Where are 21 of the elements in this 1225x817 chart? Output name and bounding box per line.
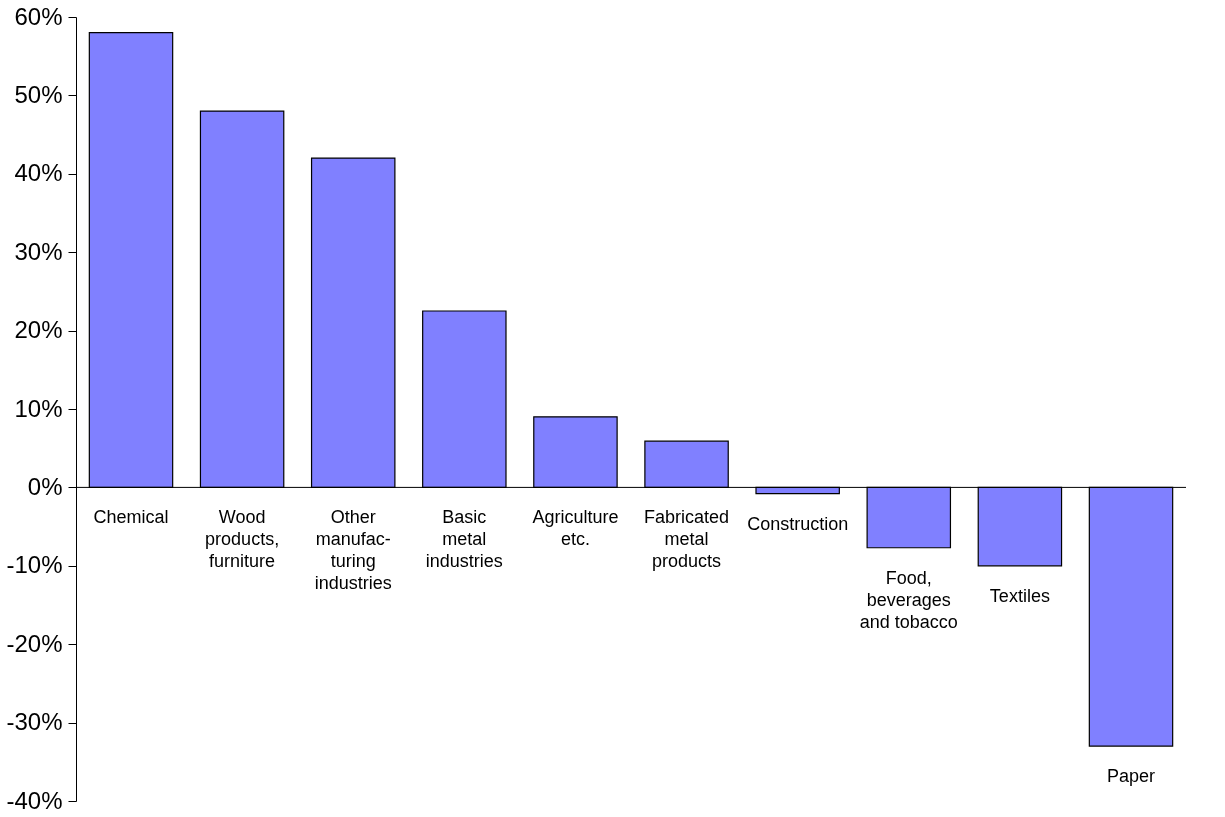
- y-tick-label: 40%: [14, 159, 63, 187]
- y-tick-label: -20%: [6, 629, 63, 657]
- x-tick-label: Other manufac- turing industries: [314, 507, 392, 594]
- y-tick-label: 50%: [14, 80, 63, 108]
- y-tick-label: -30%: [6, 708, 63, 736]
- x-tick-label: Fabricated metal products: [644, 507, 730, 572]
- x-tick-label: Food, beverages and tobacco: [859, 567, 958, 632]
- y-tick-label: 60%: [14, 2, 63, 30]
- y-tick-label: 20%: [14, 316, 63, 344]
- y-tick-label: 10%: [14, 394, 63, 422]
- x-tick-label: Chemical: [93, 507, 169, 528]
- x-tick-label: Paper: [1106, 766, 1156, 787]
- y-tick-label: -40%: [6, 786, 63, 814]
- x-tick-label: Agriculture etc.: [532, 507, 619, 550]
- x-tick-label: Construction: [747, 513, 849, 534]
- y-tick-label: 0%: [27, 472, 63, 500]
- x-tick-label: Textiles: [989, 585, 1050, 606]
- y-tick-label: 30%: [14, 237, 63, 265]
- x-tick-label: Basic metal industries: [425, 507, 503, 572]
- y-tick-label: -10%: [6, 551, 63, 579]
- x-tick-label: Wood products, furniture: [205, 507, 280, 572]
